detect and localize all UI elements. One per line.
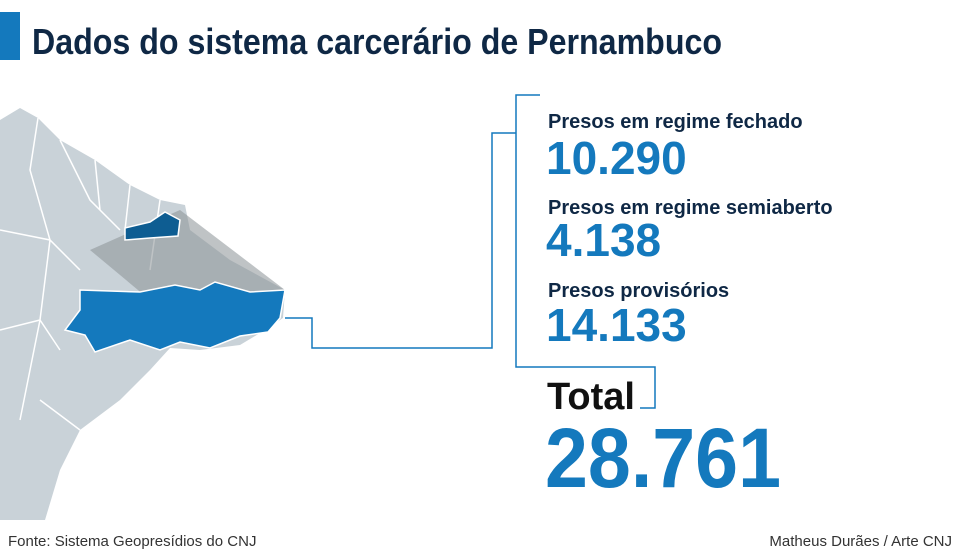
stat-label: Presos em regime fechado: [548, 111, 803, 133]
connector: [285, 132, 516, 349]
total-value: 28.761: [545, 411, 781, 505]
stat-value: 4.138: [546, 214, 661, 266]
stat-value: 14.133: [546, 299, 687, 351]
stat-value: 10.290: [546, 132, 687, 184]
map: [0, 108, 286, 520]
pernambuco: [63, 281, 286, 353]
stat-label: Presos provisórios: [548, 280, 729, 302]
credit: Matheus Durães / Arte CNJ: [769, 533, 952, 550]
stat-label: Presos em regime semiaberto: [548, 197, 833, 219]
bracket: [515, 94, 656, 409]
source: Fonte: Sistema Geopresídios do CNJ: [8, 533, 256, 550]
title-marker: [0, 12, 20, 60]
paraiba: [124, 211, 181, 241]
title: Dados do sistema carcerário de Pernambuc…: [32, 21, 722, 62]
total-label: Total: [547, 376, 635, 418]
